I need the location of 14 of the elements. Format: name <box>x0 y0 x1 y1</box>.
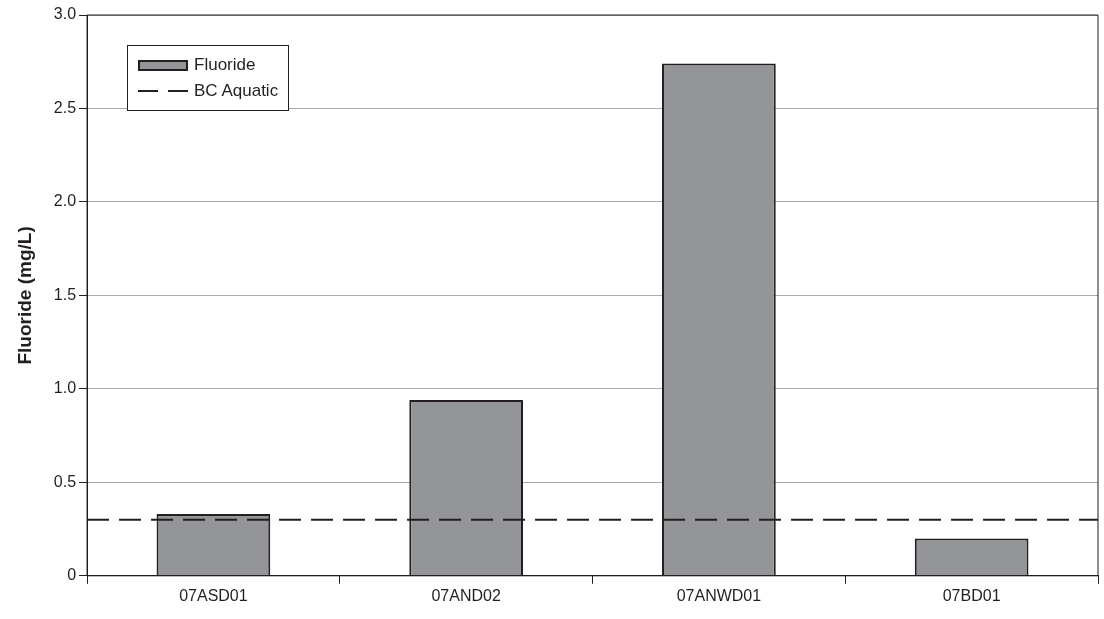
x-tick-label: 07BD01 <box>942 586 1001 604</box>
legend-label: BC Aquatic <box>194 81 279 101</box>
y-tick-label: 1.0 <box>53 379 77 397</box>
x-tick-label: 07ANWD01 <box>676 586 762 604</box>
x-tick-label: 07ASD01 <box>179 586 248 604</box>
y-tick-label: 1.5 <box>53 285 77 303</box>
y-axis-title: Fluoride (mg/L) <box>13 226 35 365</box>
y-tick-label: 0.5 <box>53 472 77 490</box>
x-tick-label: 07AND02 <box>431 586 501 604</box>
y-tick-label: 2.0 <box>53 192 77 210</box>
y-tick-label: 0 <box>67 566 77 584</box>
y-tick-label: 3.0 <box>53 5 77 23</box>
legend-label: Fluoride <box>194 55 256 75</box>
y-tick-label: 2.5 <box>53 98 77 116</box>
